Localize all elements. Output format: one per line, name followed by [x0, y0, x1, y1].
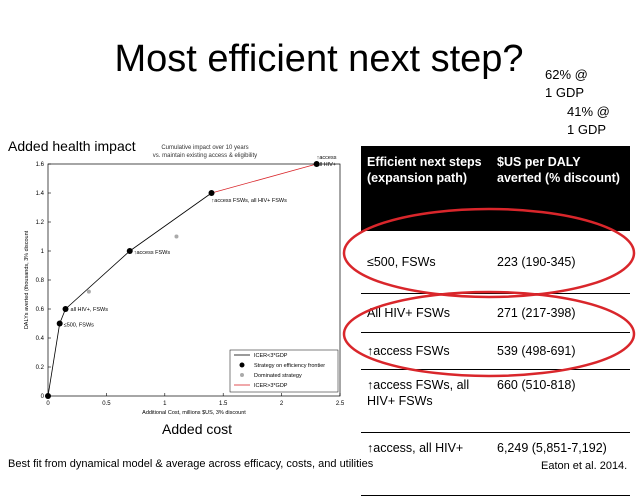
citation: Eaton et al. 2014. [541, 460, 628, 472]
table-cell-step: ↑access, all HIV+ [361, 432, 491, 496]
point-label: ↑access FSWs, all HIV+ FSWs [212, 198, 288, 204]
note-41: 41% @ 1 GDP [567, 103, 610, 139]
table-row: ≤500, FSWs 223 (190-345) [361, 230, 630, 294]
frontier-segment-high-icer [211, 163, 317, 194]
frontier-segment [65, 250, 131, 310]
table-cell-cost: 223 (190-345) [491, 230, 630, 294]
table-cell-cost: 271 (217-398) [491, 293, 630, 333]
y-tick-label: 1.2 [36, 220, 45, 226]
legend-swatch-dominated [240, 373, 244, 377]
table-cell-cost: 660 (510-818) [491, 369, 630, 433]
frontier-segment [47, 323, 61, 397]
x-tick-label: 1 [163, 401, 167, 407]
chart-caption-line1: Cumulative impact over 10 years [161, 145, 249, 151]
note-41-line1: 41% @ [567, 104, 610, 119]
point-label: all HIV+ [317, 162, 336, 168]
y-tick-label: 1.6 [36, 162, 45, 168]
x-axis-label: Additional Cost, millions $US, 3% discou… [142, 410, 246, 416]
frontier-point [208, 190, 215, 196]
legend-swatch-point [239, 362, 245, 368]
y-tick-label: 0 [41, 394, 45, 400]
y-tick-label: 0.8 [36, 278, 45, 284]
legend-box [229, 349, 339, 393]
frontier-segment [129, 192, 212, 252]
table-row: ↑access FSWs 539 (498-691) [361, 332, 630, 370]
table-cell-step: ↑access FSWs, all HIV+ FSWs [361, 369, 491, 433]
footnote: Best fit from dynamical model & average … [8, 458, 374, 470]
y-axis-label: DALYs averted (thousands, 3% discount [24, 230, 30, 329]
frontier-point [45, 393, 51, 399]
highlight-ovals [342, 207, 636, 378]
table-row: ↑access FSWs, all HIV+ FSWs 660 (510-818… [361, 369, 630, 433]
note-62-line2: 1 GDP [545, 85, 585, 100]
chart: 0 0.2 0.4 0.6 0.8 1 1.2 1.4 1.6 0 0.5 1 1.5 2 2.5 Addit… [24, 155, 345, 416]
point-label: ↑access [317, 155, 337, 161]
dominated-point [174, 234, 179, 239]
frontier-point [56, 320, 63, 327]
x-heading: Added cost [162, 421, 233, 437]
note-62: 62% @ 1 GDP [545, 66, 588, 102]
x-tick-label: 0 [46, 401, 50, 407]
chart-caption-line2: vs. maintain existing access & eligibili… [152, 153, 258, 159]
x-tick-label: 0.5 [102, 401, 111, 407]
y-tick-label: 0.4 [36, 336, 45, 342]
table-cell-cost: 539 (498-691) [491, 332, 630, 370]
table-header-steps: Efficient next steps (expansion path) [361, 146, 491, 231]
highlight-oval-bottom [342, 290, 636, 378]
point-label: ↑access FSWs [134, 250, 171, 256]
x-tick-label: 2.5 [336, 401, 345, 407]
y-tick-label: 1.4 [36, 191, 45, 197]
table-cell-step: ↑access FSWs [361, 332, 491, 370]
frontier-point [62, 306, 69, 312]
y-heading: Added health impact [8, 138, 136, 154]
table-cell-step: ≤500, FSWs [361, 230, 491, 294]
legend-item-label: ICER>3*GDP [254, 383, 288, 389]
legend-item-label: Dominated strategy [254, 373, 302, 379]
highlight-oval-top [342, 207, 636, 299]
y-tick-label: 0.6 [36, 307, 45, 313]
y-tick-label: 1 [41, 249, 45, 255]
y-tick-label: 0.2 [36, 365, 45, 371]
x-tick-label: 2 [280, 401, 284, 407]
dominated-point [86, 289, 91, 294]
point-label: ≤500, FSWs [64, 323, 94, 329]
frontier-point [126, 248, 133, 254]
table-header-cost: $US per DALY averted (% discount) [491, 146, 630, 231]
note-41-line2: 1 GDP [567, 122, 607, 137]
point-label: all HIV+, FSWs [71, 307, 109, 313]
chart-plot-area: 0 0.2 0.4 0.6 0.8 1 1.2 1.4 1.6 0 0.5 1 1.5 2 2.5 Addit… [24, 155, 345, 416]
slide-title: Most efficient next step? [114, 38, 524, 80]
frontier-point [313, 161, 320, 167]
x-tick-label: 1.5 [219, 401, 228, 407]
legend-item-label: Strategy on efficiency frontier [254, 363, 325, 369]
legend-item-label: ICER<3*GDP [254, 353, 288, 359]
note-62-line1: 62% @ [545, 67, 588, 82]
chart-caption: Cumulative impact over 10 years vs. main… [120, 144, 290, 160]
